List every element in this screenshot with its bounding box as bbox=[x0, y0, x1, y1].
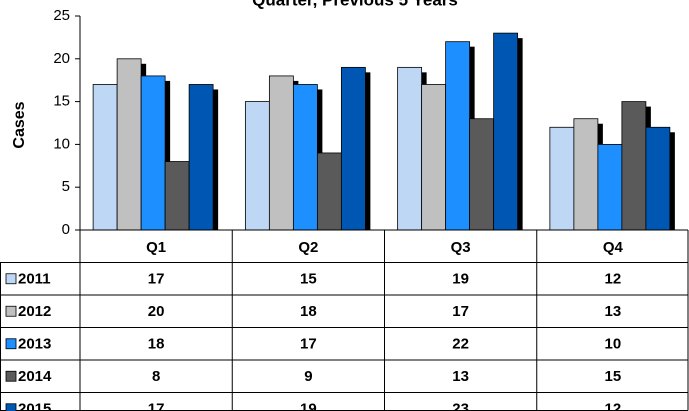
y-tick-label: 10 bbox=[53, 135, 70, 152]
legend-swatch bbox=[5, 305, 17, 317]
legend-swatch bbox=[5, 338, 17, 350]
table-value: 19 bbox=[300, 401, 317, 411]
table-value: 8 bbox=[152, 368, 160, 385]
bar bbox=[645, 126, 671, 231]
bar bbox=[445, 41, 471, 231]
table-value: 17 bbox=[452, 303, 469, 320]
bar bbox=[493, 32, 519, 231]
table-value: 22 bbox=[452, 336, 469, 353]
bar bbox=[421, 84, 447, 231]
bar bbox=[597, 143, 623, 231]
legend-label: 2011 bbox=[18, 271, 51, 288]
bar bbox=[549, 126, 575, 231]
bar bbox=[292, 84, 318, 231]
bar bbox=[116, 58, 142, 231]
y-tick-label: 0 bbox=[62, 221, 70, 238]
legend-label: 2014 bbox=[18, 368, 52, 385]
bar bbox=[316, 152, 342, 231]
y-axis-label: Cases bbox=[11, 101, 28, 148]
table-value: 12 bbox=[605, 271, 622, 288]
table-value: 9 bbox=[304, 368, 312, 385]
legend-label: 2012 bbox=[18, 303, 51, 320]
bar bbox=[621, 101, 647, 231]
bar bbox=[164, 161, 190, 231]
bar bbox=[469, 118, 495, 231]
legend-label: 2013 bbox=[18, 336, 51, 353]
bar bbox=[140, 75, 166, 231]
chart-title: Quarter, Previous 5 Years bbox=[252, 0, 458, 9]
table-value: 23 bbox=[452, 401, 469, 411]
table-value: 17 bbox=[148, 401, 165, 411]
table-value: 18 bbox=[148, 336, 165, 353]
table-value: 15 bbox=[300, 271, 317, 288]
bar bbox=[188, 84, 214, 231]
table-value: 19 bbox=[452, 271, 469, 288]
table-value: 17 bbox=[148, 271, 165, 288]
x-tick-label: Q4 bbox=[603, 239, 624, 256]
table-value: 18 bbox=[300, 303, 317, 320]
bar bbox=[340, 66, 366, 231]
table-value: 13 bbox=[605, 303, 622, 320]
bar bbox=[397, 66, 423, 231]
legend-swatch bbox=[5, 273, 17, 285]
legend-label: 2015 bbox=[18, 401, 51, 411]
bar bbox=[92, 84, 118, 231]
y-tick-label: 15 bbox=[53, 93, 70, 110]
x-tick-label: Q3 bbox=[451, 239, 471, 256]
bar bbox=[573, 118, 599, 231]
legend-swatch bbox=[5, 403, 17, 411]
table-value: 13 bbox=[452, 368, 469, 385]
table-value: 17 bbox=[300, 336, 317, 353]
bar bbox=[244, 101, 270, 231]
x-tick-label: Q2 bbox=[298, 239, 318, 256]
bar bbox=[268, 75, 294, 231]
table-value: 10 bbox=[605, 336, 622, 353]
y-tick-label: 25 bbox=[53, 7, 70, 24]
y-tick-label: 5 bbox=[62, 178, 70, 195]
x-tick-label: Q1 bbox=[146, 239, 166, 256]
table-value: 12 bbox=[605, 401, 622, 411]
table-value: 20 bbox=[148, 303, 165, 320]
y-tick-label: 20 bbox=[53, 50, 70, 67]
table-value: 15 bbox=[605, 368, 622, 385]
legend-swatch bbox=[5, 370, 17, 382]
